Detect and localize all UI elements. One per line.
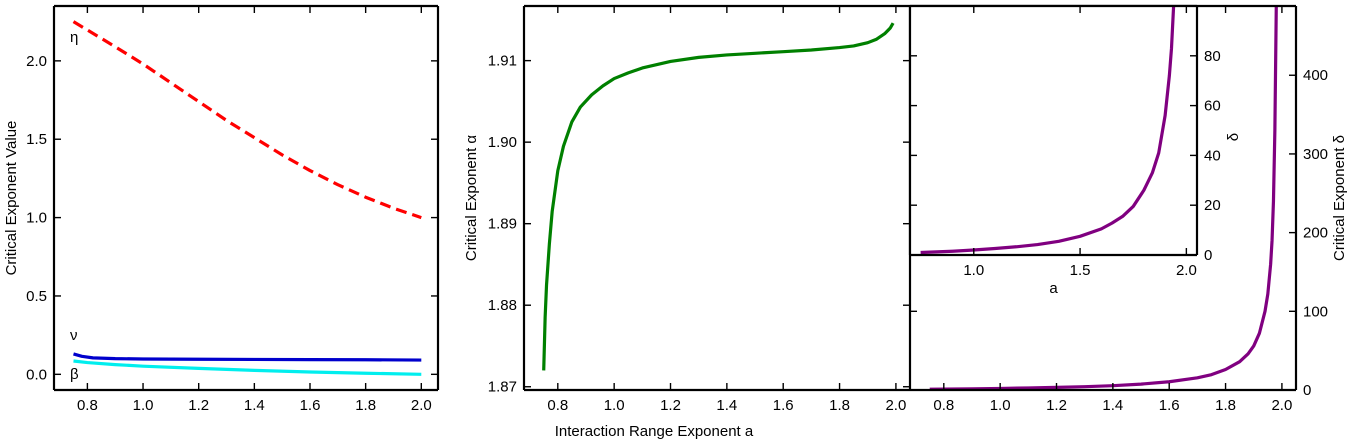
curve-label: ν: [70, 327, 78, 344]
series-line-1: [920, 6, 1176, 255]
x-tick-label: 1.2: [660, 397, 681, 414]
x-tick-label: 1.6: [1159, 397, 1180, 414]
x-tick-label: 1.4: [716, 397, 737, 414]
series-line-1: [542, 22, 895, 371]
x-tick-label: 2.0: [885, 397, 906, 414]
y-tick-label: 1.88: [488, 297, 517, 314]
x-tick-label: 1.8: [355, 397, 376, 414]
y-tick-label: 80: [1204, 48, 1221, 65]
x-tick-label: 1.0: [604, 397, 625, 414]
y-tick-label: 0: [1303, 382, 1311, 399]
y-tick-label: 1.87: [488, 379, 517, 396]
x-tick-label: 1.8: [829, 397, 850, 414]
y-tick-label: 2.0: [26, 53, 47, 70]
x-tick-label: 1.6: [773, 397, 794, 414]
x-tick-label: 1.0: [963, 262, 984, 279]
y-tick-label: 0.5: [26, 288, 47, 305]
x-tick-label: 0.8: [547, 397, 568, 414]
y-tick-label: 1.89: [488, 216, 517, 233]
series-line-1: [929, 6, 1278, 390]
y-axis-label: Critical Exponent δ: [1331, 135, 1348, 261]
chart-1: 0.8 1.0 1.2 1.4 1.6 1.8 2.0 0.0 0.5 1.0 1.5 2.0 Crit…: [3, 4, 440, 414]
y-tick-label: 0: [1204, 247, 1212, 264]
series-line-β: [73, 359, 422, 376]
x-tick-label: 1.0: [133, 397, 154, 414]
x-tick-label: 1.0: [990, 397, 1011, 414]
x-tick-label: 2.0: [1176, 262, 1197, 279]
x-tick-label: 1.4: [244, 397, 265, 414]
y-tick-label: 1.91: [488, 53, 517, 70]
y-axis-label: Critical Exponent Value: [3, 121, 20, 276]
y-tick-label: 300: [1303, 146, 1328, 163]
y-tick-label: 400: [1303, 67, 1328, 84]
x-tick-label: 1.2: [1046, 397, 1067, 414]
series-line-η: [72, 20, 422, 220]
x-tick-label: 2.0: [1271, 397, 1292, 414]
curve-label: η: [70, 29, 78, 46]
series-line-ν: [73, 352, 422, 362]
x-tick-label: 0.8: [933, 397, 954, 414]
shared-x-axis-label: Interaction Range Exponent a: [555, 423, 754, 440]
chart-3: 0.8 1.0 1.2 1.4 1.6 1.8 2.00100200300400Critic…: [910, 4, 1348, 414]
y-tick-label: 100: [1303, 303, 1328, 320]
y-tick-label: 0.0: [26, 366, 47, 383]
inset-background: [910, 6, 1197, 255]
x-tick-label: 1.4: [1102, 397, 1123, 414]
y-tick-label: 20: [1204, 197, 1221, 214]
y-tick-label: 1.0: [26, 210, 47, 227]
chart-2: 0.8 1.0 1.2 1.4 1.6 1.8 2.0 1.87 1.88 1.89 1.90 1.9…: [463, 4, 912, 414]
x-tick-label: 1.5: [1070, 262, 1091, 279]
x-tick-label: 2.0: [411, 397, 432, 414]
x-axis-label: a: [1049, 280, 1058, 297]
curve-label: β: [70, 366, 79, 383]
y-tick-label: 200: [1303, 225, 1328, 242]
chart-4: 1.0 1.5 2.0 0 20 40 60 80 δ a: [908, 4, 1242, 297]
y-tick-label: 1.5: [26, 131, 47, 148]
y-tick-label: 1.90: [488, 134, 517, 151]
y-tick-label: 40: [1204, 147, 1221, 164]
x-tick-label: 1.2: [188, 397, 209, 414]
y-axis-label: Critical Exponent α: [463, 135, 480, 262]
y-axis-label: δ: [1225, 133, 1242, 141]
x-tick-label: 1.8: [1215, 397, 1236, 414]
y-tick-label: 60: [1204, 98, 1221, 115]
x-tick-label: 1.6: [300, 397, 321, 414]
x-tick-label: 0.8: [77, 397, 98, 414]
